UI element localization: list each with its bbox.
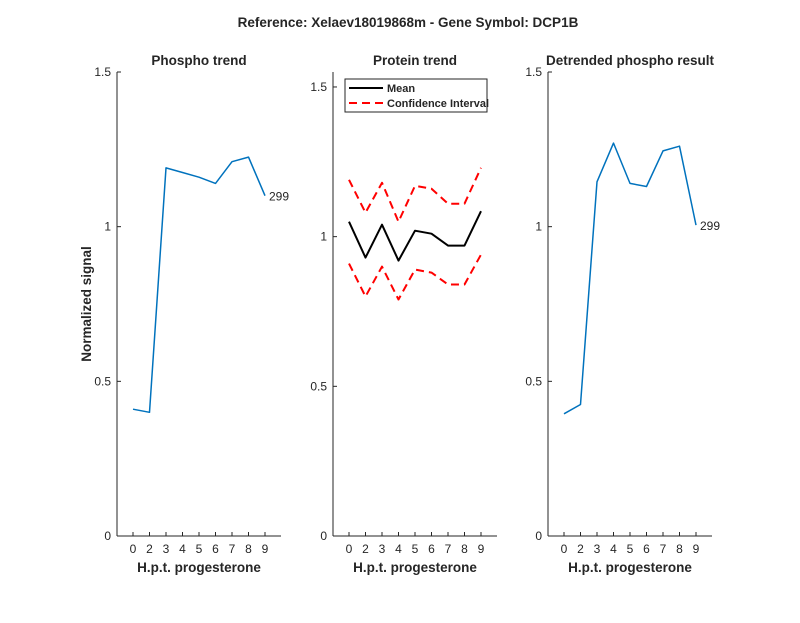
y-tick-label: 1.5	[525, 65, 542, 79]
legend: Mean Confidence Interval	[344, 78, 489, 113]
y-tick-label: 1.5	[310, 80, 327, 94]
x-tick-label: 8	[245, 542, 252, 556]
x-tick-label: 2	[362, 542, 369, 556]
x-axis-label: H.p.t. progesterone	[353, 560, 477, 575]
y-axis-label: Normalized signal	[79, 246, 94, 362]
panel-title: Detrended phospho result	[546, 53, 715, 68]
x-tick-label: 8	[676, 542, 683, 556]
legend-label-1: Mean	[387, 83, 415, 95]
x-tick-label: 4	[179, 542, 186, 556]
y-tick-label: 1	[535, 220, 542, 234]
x-tick-label: 5	[412, 542, 419, 556]
x-tick-label: 9	[478, 542, 485, 556]
series-line-3	[348, 254, 482, 301]
series-line-1	[563, 142, 697, 415]
y-tick-label: 0.5	[525, 374, 542, 388]
series-line-1	[348, 210, 482, 262]
y-tick-label: 0	[535, 529, 542, 543]
x-tick-label: 6	[428, 542, 435, 556]
legend-box	[344, 78, 488, 113]
y-tick-label: 0	[104, 529, 111, 543]
x-tick-label: 0	[130, 542, 137, 556]
x-tick-label: 5	[196, 542, 203, 556]
end-label: 299	[269, 190, 289, 204]
y-tick-label: 1.5	[94, 65, 111, 79]
x-tick-label: 2	[146, 542, 153, 556]
figure-title: Reference: Xelaev18019868m - Gene Symbol…	[238, 15, 579, 30]
x-tick-label: 9	[693, 542, 700, 556]
x-tick-label: 7	[445, 542, 452, 556]
x-tick-label: 0	[346, 542, 353, 556]
x-tick-label: 8	[461, 542, 468, 556]
x-tick-label: 5	[627, 542, 634, 556]
x-axis-label: H.p.t. progesterone	[137, 560, 261, 575]
y-tick-label: 1	[104, 220, 111, 234]
x-tick-label: 3	[163, 542, 170, 556]
x-tick-label: 7	[660, 542, 667, 556]
x-tick-label: 2	[577, 542, 584, 556]
series-line-1	[132, 156, 266, 414]
x-axis-label: H.p.t. progesterone	[568, 560, 692, 575]
y-tick-label: 0.5	[94, 374, 111, 388]
x-tick-label: 4	[395, 542, 402, 556]
legend-label-2: Confidence Interval	[387, 98, 489, 110]
x-tick-label: 6	[212, 542, 219, 556]
x-tick-label: 7	[229, 542, 236, 556]
x-tick-label: 3	[594, 542, 601, 556]
x-tick-label: 3	[379, 542, 386, 556]
x-tick-label: 0	[561, 542, 568, 556]
x-tick-label: 4	[610, 542, 617, 556]
end-label: 299	[700, 219, 720, 233]
x-tick-label: 6	[643, 542, 650, 556]
y-tick-label: 0	[320, 529, 327, 543]
panel-title: Phospho trend	[151, 53, 246, 68]
x-tick-label: 9	[262, 542, 269, 556]
series-line-2	[348, 167, 482, 223]
y-tick-label: 0.5	[310, 379, 327, 393]
y-tick-label: 1	[320, 230, 327, 244]
panel-title: Protein trend	[373, 53, 457, 68]
